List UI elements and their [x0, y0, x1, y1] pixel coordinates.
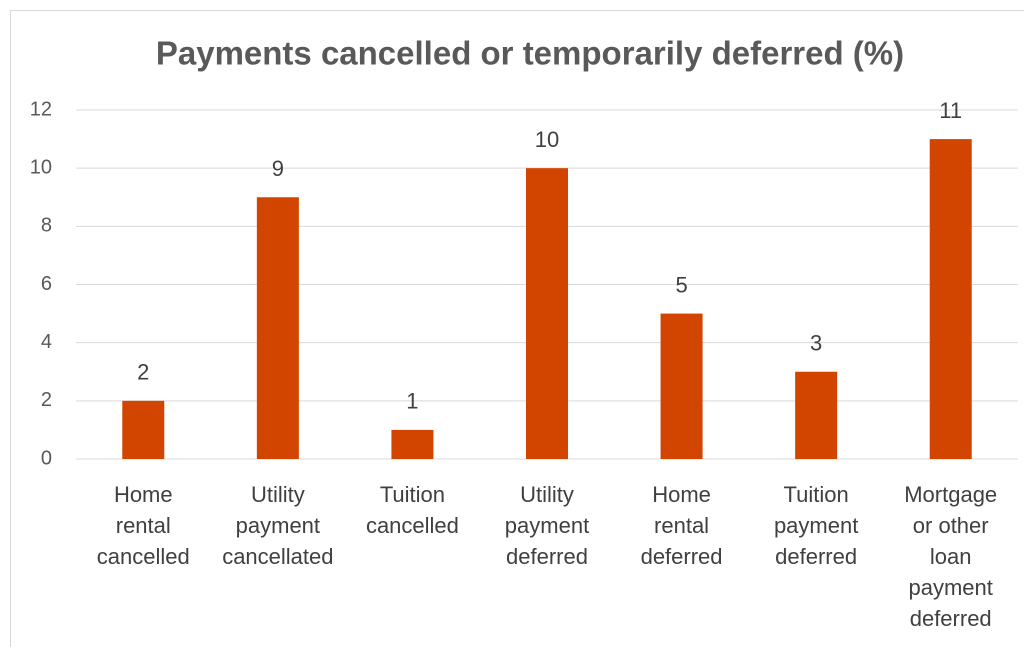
- x-tick-label: Mortgage or other loan payment deferred: [904, 482, 998, 631]
- value-label: 1: [406, 389, 418, 414]
- chart-border: [10, 10, 1024, 647]
- chart-title: Payments cancelled or temporarily deferr…: [156, 35, 904, 72]
- x-tick-label: Utility payment deferred: [504, 482, 590, 569]
- value-label: 5: [675, 272, 687, 297]
- y-tick-label: 12: [30, 98, 52, 120]
- y-tick-label: 8: [41, 215, 52, 237]
- bar: [795, 371, 838, 459]
- bar: [256, 197, 299, 459]
- bar: [391, 429, 434, 459]
- value-label: 10: [535, 127, 559, 152]
- y-tick-label: 4: [41, 331, 52, 353]
- value-label: 11: [939, 98, 962, 123]
- bar: [526, 168, 568, 459]
- value-label: 3: [810, 331, 822, 356]
- x-tick-label: Tuition cancelled: [365, 482, 459, 538]
- x-tick-label: Home rental deferred: [640, 482, 723, 569]
- value-label: 9: [272, 156, 284, 181]
- y-tick-label: 10: [30, 156, 52, 178]
- value-label: 2: [137, 360, 149, 385]
- bar: [660, 313, 703, 459]
- y-tick-label: 6: [41, 273, 52, 295]
- x-tick-label: Tuition payment deferred: [773, 482, 859, 569]
- x-tick-label: Utility payment cancellated: [222, 482, 334, 569]
- y-tick-label: 2: [41, 389, 52, 411]
- y-tick-label: 0: [41, 447, 52, 469]
- bar: [929, 139, 972, 460]
- bar: [122, 400, 165, 459]
- x-tick-label: Home rental cancelled: [96, 482, 190, 569]
